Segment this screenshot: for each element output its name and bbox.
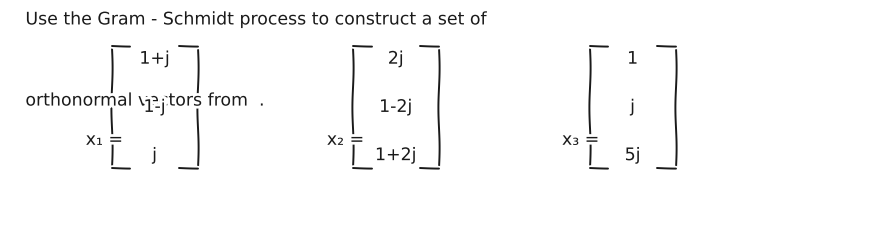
Text: orthonormal vectors from  .: orthonormal vectors from .: [25, 91, 266, 110]
Text: 1+2j: 1+2j: [375, 146, 416, 164]
Text: x₁ =: x₁ =: [86, 131, 123, 149]
Text: Use the Gram - Schmidt process to construct a set of: Use the Gram - Schmidt process to constr…: [25, 10, 489, 28]
Text: 1-j: 1-j: [143, 98, 166, 116]
Text: 1: 1: [627, 50, 638, 68]
Text: 2j: 2j: [388, 50, 404, 68]
Text: 5j: 5j: [625, 146, 640, 164]
Text: x₃ =: x₃ =: [562, 131, 600, 149]
Text: x₂ =: x₂ =: [327, 131, 364, 149]
Text: j: j: [152, 146, 157, 164]
Text: j: j: [630, 98, 635, 116]
Text: 1-2j: 1-2j: [379, 98, 413, 116]
Text: 1+j: 1+j: [139, 50, 169, 68]
